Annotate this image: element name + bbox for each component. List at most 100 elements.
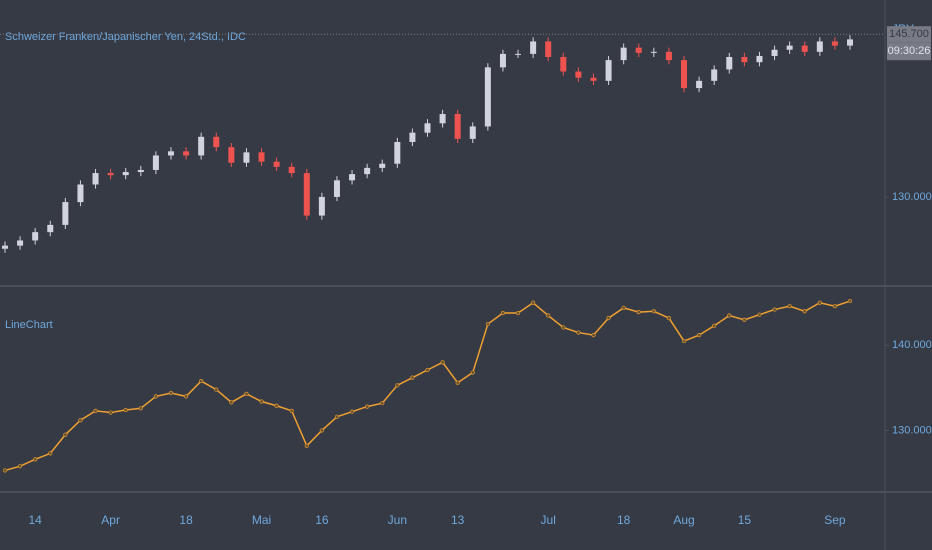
x-tick-label: 18 [617, 513, 631, 527]
line-marker [33, 457, 38, 462]
candle-body [530, 41, 537, 54]
candle-body [213, 136, 220, 148]
line-marker [274, 403, 279, 408]
candle-body [484, 67, 491, 127]
candle-body [801, 45, 808, 52]
line-marker [229, 400, 234, 405]
candle-body [349, 174, 356, 181]
candle-body [62, 202, 69, 225]
x-tick-label: Mai [252, 513, 271, 527]
candle-body [137, 169, 144, 173]
candle-body [590, 77, 597, 81]
candle-body [665, 51, 672, 61]
line-marker [410, 375, 415, 380]
candle-body [771, 49, 778, 56]
candle-body [364, 167, 371, 175]
line-marker [440, 360, 445, 365]
candle-body [394, 141, 401, 164]
line-marker [576, 330, 581, 335]
chart-title: Schweizer Franken/Japanischer Yen, 24Std… [5, 31, 246, 43]
line-marker [395, 383, 400, 388]
candle-body [424, 123, 431, 133]
line-marker [63, 432, 68, 437]
line-marker [787, 304, 792, 309]
line-marker [666, 315, 672, 321]
line-marker [681, 338, 687, 344]
x-tick-label: 15 [738, 513, 752, 527]
candle-body [152, 155, 159, 170]
line-marker [591, 333, 596, 338]
candle-body [499, 53, 506, 68]
line-marker [470, 370, 475, 375]
indicator-title: LineChart [5, 319, 53, 331]
line-marker [17, 464, 23, 469]
line-marker [727, 313, 732, 318]
candle-body [620, 47, 627, 61]
candle-body [77, 184, 84, 203]
candle-body [696, 80, 703, 89]
line-marker [742, 317, 747, 322]
candle-body [469, 126, 476, 139]
line-marker [500, 310, 506, 316]
line-marker [123, 407, 128, 413]
x-tick-label: 18 [179, 513, 193, 527]
line-marker [606, 315, 611, 321]
last-price-label: 145.700 [889, 28, 929, 40]
candle-body [847, 39, 853, 46]
candle-body [605, 60, 612, 81]
line-marker [772, 307, 777, 312]
y-tick-label: 140.000 [892, 339, 932, 351]
candle-body [726, 57, 733, 70]
line-marker [757, 312, 762, 317]
candle-body [575, 71, 582, 78]
candle-body [454, 114, 461, 139]
line-marker [259, 399, 264, 404]
x-tick-label: Jun [388, 513, 407, 527]
line-marker [93, 408, 98, 413]
line-marker [48, 451, 53, 456]
line-marker [455, 380, 460, 385]
line-marker [832, 304, 838, 309]
candle-body [560, 57, 567, 72]
line-marker [334, 414, 340, 419]
candle-body [92, 173, 99, 185]
candle-body [183, 151, 190, 156]
candle-body [17, 240, 24, 246]
line-marker [168, 390, 174, 396]
line-marker [561, 325, 566, 330]
line-marker [847, 298, 853, 304]
candle-body [273, 161, 280, 167]
y-tick-label: 130.000 [892, 191, 932, 203]
candle-body [711, 69, 718, 81]
candle-body [635, 47, 642, 53]
candle-body [107, 173, 114, 176]
line-marker [183, 394, 189, 399]
candle-body [515, 53, 522, 55]
candle-body [122, 172, 129, 176]
candle-body [409, 132, 416, 142]
candle-body [288, 166, 295, 174]
line-marker [515, 310, 521, 316]
line-marker [319, 428, 324, 433]
candle-body [439, 114, 446, 124]
line-marker [108, 410, 113, 415]
line-marker [153, 394, 158, 399]
x-tick-label: Aug [673, 513, 694, 527]
candle-body [681, 60, 688, 89]
line-marker [304, 443, 309, 448]
candle-body [228, 147, 235, 163]
candle-body [198, 136, 205, 156]
candle-body [243, 152, 250, 163]
candle-body [379, 163, 386, 168]
x-tick-label: Jul [541, 513, 556, 527]
line-marker [485, 321, 490, 327]
line-marker [425, 367, 430, 373]
candle-body [831, 41, 838, 46]
countdown-label: 09:30:26 [888, 45, 931, 57]
line-marker [531, 300, 536, 305]
candle-body [650, 51, 657, 53]
candle-body [318, 196, 325, 216]
